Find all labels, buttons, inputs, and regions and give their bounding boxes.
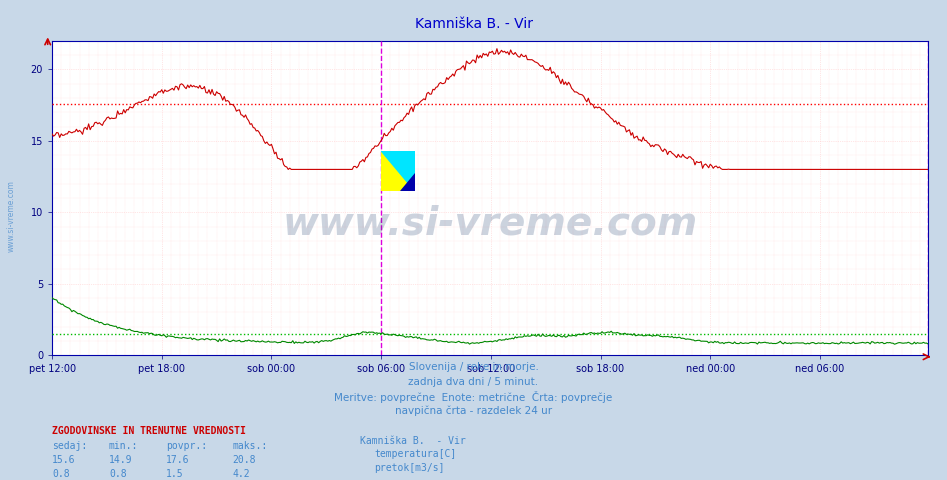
Text: 0.8: 0.8 [109, 469, 127, 480]
Text: Kamniška B. - Vir: Kamniška B. - Vir [415, 17, 532, 31]
Text: 14.9: 14.9 [109, 455, 133, 465]
Text: pretok[m3/s]: pretok[m3/s] [374, 463, 444, 473]
Text: 20.8: 20.8 [232, 455, 256, 465]
Text: min.:: min.: [109, 441, 138, 451]
Text: Meritve: povprečne  Enote: metrične  Črta: povprečje: Meritve: povprečne Enote: metrične Črta:… [334, 391, 613, 403]
Text: navpična črta - razdelek 24 ur: navpična črta - razdelek 24 ur [395, 406, 552, 416]
Text: 4.2: 4.2 [232, 469, 250, 480]
Text: 1.5: 1.5 [166, 469, 184, 480]
Text: Slovenija / reke in morje.: Slovenija / reke in morje. [408, 362, 539, 372]
Polygon shape [381, 151, 415, 191]
Text: Kamniška B.  - Vir: Kamniška B. - Vir [360, 436, 466, 446]
Polygon shape [400, 173, 415, 191]
Text: 0.8: 0.8 [52, 469, 70, 480]
Text: temperatura[C]: temperatura[C] [374, 448, 456, 458]
Text: sedaj:: sedaj: [52, 441, 87, 451]
Text: ZGODOVINSKE IN TRENUTNE VREDNOSTI: ZGODOVINSKE IN TRENUTNE VREDNOSTI [52, 426, 246, 436]
Text: povpr.:: povpr.: [166, 441, 206, 451]
Text: maks.:: maks.: [232, 441, 267, 451]
Text: www.si-vreme.com: www.si-vreme.com [7, 180, 16, 252]
Text: www.si-vreme.com: www.si-vreme.com [282, 204, 698, 242]
Text: zadnja dva dni / 5 minut.: zadnja dva dni / 5 minut. [408, 377, 539, 387]
Text: 15.6: 15.6 [52, 455, 76, 465]
Text: 17.6: 17.6 [166, 455, 189, 465]
Polygon shape [381, 151, 415, 191]
